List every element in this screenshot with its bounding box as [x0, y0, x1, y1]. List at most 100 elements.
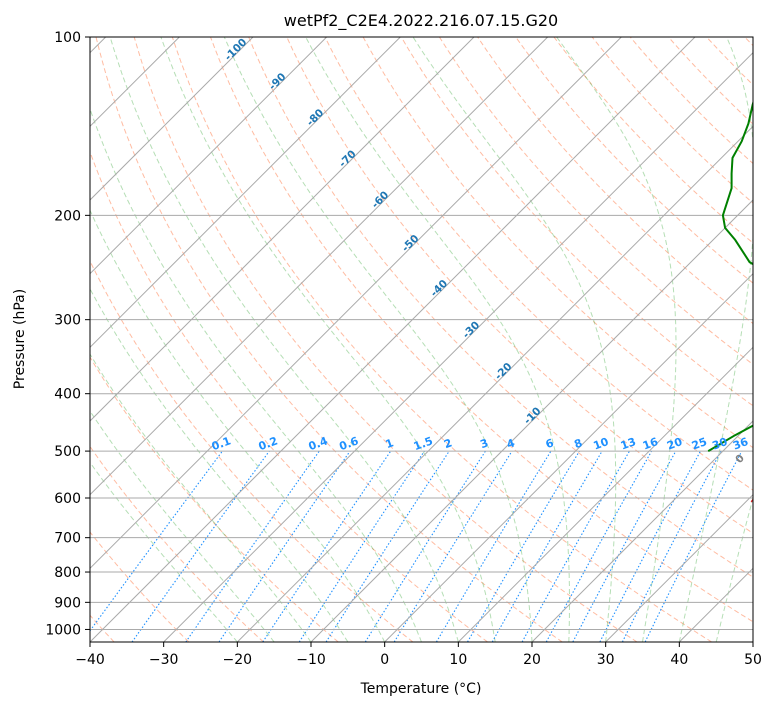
isotherm-line [90, 37, 401, 349]
x-tick-label: −20 [223, 652, 253, 668]
x-tick-label: −40 [75, 652, 105, 668]
mixing-ratio-line [262, 450, 392, 642]
dry-adiabat-line [324, 37, 753, 491]
isotherm-line [90, 37, 549, 496]
mixing-ratio-line [599, 450, 701, 642]
isotherm-label: -70 [337, 148, 359, 170]
mixing-ratio-line [435, 450, 552, 642]
moist-adiabat-line [752, 640, 753, 642]
isotherm-label: -30 [460, 319, 482, 341]
dry-adiabat-line [668, 37, 753, 125]
y-tick-label: 100 [54, 30, 81, 46]
isotherm-label: -60 [369, 189, 391, 211]
isotherms [90, 37, 753, 642]
dry-adiabat-line [90, 531, 190, 642]
isotherm-label: -80 [304, 107, 326, 129]
mixing-ratio-label: 1.5 [412, 434, 435, 453]
mixing-ratio-label: 0.6 [338, 434, 361, 453]
dry-adiabat-line [515, 37, 753, 284]
isotherm-line [90, 37, 696, 642]
dry-adiabat-line [400, 37, 753, 407]
isotherm-label: -20 [493, 361, 515, 383]
x-tick-label: 50 [744, 652, 762, 668]
y-tick-label: 700 [54, 531, 81, 547]
mixing-ratio-line [364, 450, 486, 642]
moist-adiabat-label: 30 [770, 557, 775, 576]
y-tick-label: 900 [54, 595, 81, 611]
mixing-ratio-label: 36 [731, 435, 750, 453]
x-tick-label: 10 [449, 652, 467, 668]
mixing-ratio-line [90, 450, 223, 632]
moist-adiabat-label: 10 [749, 491, 768, 510]
mixing-ratio-label: 0.2 [257, 434, 280, 453]
mixing-ratio-label: 13 [619, 435, 638, 452]
moist-adiabat-line [90, 461, 238, 642]
y-tick-label: 500 [54, 444, 81, 460]
mixing-ratio-line [644, 450, 743, 642]
x-tick-label: 30 [597, 652, 615, 668]
isotherm-label: -90 [267, 71, 289, 93]
moist-adiabat-line [715, 496, 753, 642]
isotherm-line [531, 420, 753, 642]
mixing-ratio-label: 1 [384, 436, 396, 451]
dry-adiabat-line [248, 37, 753, 578]
mixing-ratio-line [218, 450, 351, 642]
y-tick-label: 300 [54, 313, 81, 329]
moist-adiabat-line [90, 287, 349, 642]
isotherm-label: -40 [428, 278, 450, 300]
mixing-ratio-label: 8 [572, 436, 584, 451]
dry-adiabat-line [90, 356, 339, 642]
mixing-ratio-line [131, 450, 270, 642]
isotherm-label: -10 [522, 405, 544, 427]
x-tick-label: −10 [296, 652, 326, 668]
mixing-ratio-lines [90, 450, 743, 642]
dry-adiabat-line [553, 37, 753, 244]
isotherm-label: -100 [222, 36, 249, 63]
chart-title: wetPf2_C2E4.2022.216.07.15.G20 [284, 11, 558, 31]
isobars [90, 37, 753, 630]
profile-line-2 [707, 99, 753, 452]
plot-frame [89, 36, 754, 643]
moist-adiabat-line [678, 37, 753, 642]
dry-adiabat-line [438, 37, 753, 366]
dry-adiabat-line [90, 259, 414, 642]
mixing-ratio-line [298, 450, 425, 642]
mixing-ratio-label: 0.4 [307, 434, 330, 453]
plot-area: -100 -90 -80 -70 -60 -50 -40 -30 -20 -10 0.1 0.2 0.4… [90, 36, 775, 642]
moist-adiabat-line [90, 353, 312, 642]
x-axis: −40 −30 −20 −10 0 10 20 30 40 50 [75, 642, 762, 668]
dry-adiabat-line [744, 37, 753, 47]
isotherm-line [90, 37, 475, 422]
mixing-ratio-line [467, 450, 580, 642]
isotherm-line [752, 641, 753, 642]
y-tick-label: 200 [54, 208, 81, 224]
dry-adiabat-line [171, 37, 712, 642]
dry-adiabat-line [362, 37, 753, 449]
moist-adiabat-line [556, 37, 677, 642]
dry-adiabat-line [90, 150, 488, 642]
isotherm-line [678, 567, 753, 642]
y-tick-label: 800 [54, 565, 81, 581]
isotherm-line [90, 37, 254, 201]
isotherm-line [90, 37, 622, 570]
x-tick-label: 40 [670, 652, 688, 668]
moist-adiabat-line [90, 209, 386, 642]
x-tick-label: −30 [149, 652, 179, 668]
isotherm-line [605, 493, 753, 642]
y-tick-label: 400 [54, 387, 81, 403]
mixing-ratio-label: 0.1 [210, 434, 233, 453]
mixing-ratio-line [521, 450, 630, 642]
profile-series [707, 99, 753, 452]
isotherm-line [457, 346, 753, 642]
moist-adiabat-line [109, 37, 459, 642]
dry-adiabats [90, 37, 753, 642]
mixing-ratio-label: 3 [478, 436, 490, 451]
isotherm-line [310, 199, 753, 642]
isotherm-line [90, 37, 328, 275]
mixing-ratio-line [572, 450, 677, 642]
dry-adiabat-line [95, 37, 563, 642]
moist-adiabat-line [160, 37, 496, 642]
isotherm-line [384, 272, 753, 642]
mixing-ratio-label: 4 [505, 436, 517, 451]
x-tick-label: 20 [523, 652, 541, 668]
